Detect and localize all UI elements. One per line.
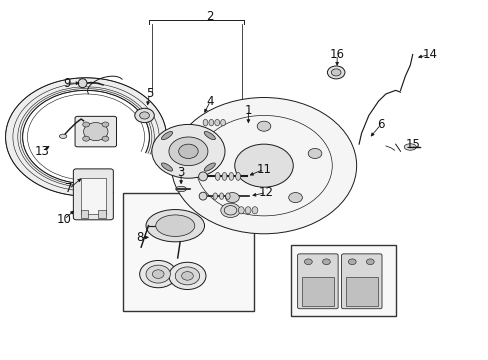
Ellipse shape bbox=[235, 172, 240, 180]
Text: 3: 3 bbox=[177, 166, 184, 179]
Circle shape bbox=[140, 112, 149, 119]
Circle shape bbox=[181, 271, 193, 280]
Text: 12: 12 bbox=[259, 186, 273, 199]
Ellipse shape bbox=[161, 131, 172, 140]
Text: 11: 11 bbox=[256, 163, 271, 176]
Ellipse shape bbox=[199, 192, 206, 200]
Circle shape bbox=[347, 259, 355, 265]
Ellipse shape bbox=[156, 215, 194, 237]
FancyBboxPatch shape bbox=[73, 169, 113, 220]
Circle shape bbox=[288, 193, 302, 203]
Text: 6: 6 bbox=[377, 118, 384, 131]
Text: 8: 8 bbox=[136, 231, 143, 244]
Circle shape bbox=[83, 123, 108, 140]
Circle shape bbox=[175, 267, 199, 285]
FancyBboxPatch shape bbox=[341, 254, 381, 309]
Ellipse shape bbox=[219, 193, 224, 199]
Ellipse shape bbox=[78, 79, 87, 87]
Bar bbox=[302, 277, 333, 306]
Text: 2: 2 bbox=[206, 10, 214, 23]
Text: 4: 4 bbox=[206, 95, 214, 108]
Text: 16: 16 bbox=[329, 48, 344, 61]
Text: 7: 7 bbox=[65, 183, 73, 195]
Bar bbox=[122, 193, 254, 311]
Circle shape bbox=[327, 66, 344, 79]
Circle shape bbox=[146, 265, 170, 283]
Circle shape bbox=[152, 270, 163, 278]
Ellipse shape bbox=[204, 131, 215, 140]
Bar bbox=[81, 211, 88, 218]
Bar bbox=[290, 244, 395, 316]
Ellipse shape bbox=[204, 163, 215, 171]
Circle shape bbox=[168, 262, 205, 289]
Ellipse shape bbox=[198, 172, 207, 181]
Bar bbox=[81, 178, 105, 214]
Text: 14: 14 bbox=[422, 48, 436, 61]
Circle shape bbox=[82, 122, 89, 127]
Text: 5: 5 bbox=[145, 87, 153, 100]
Circle shape bbox=[168, 137, 207, 166]
Text: 10: 10 bbox=[57, 213, 71, 226]
Ellipse shape bbox=[175, 186, 186, 192]
Bar bbox=[98, 211, 105, 218]
Ellipse shape bbox=[220, 120, 225, 126]
Ellipse shape bbox=[146, 210, 204, 242]
Circle shape bbox=[102, 136, 109, 141]
FancyBboxPatch shape bbox=[297, 254, 337, 309]
Circle shape bbox=[257, 121, 270, 131]
Circle shape bbox=[82, 136, 89, 141]
Ellipse shape bbox=[214, 120, 219, 126]
Bar bbox=[345, 277, 377, 306]
Ellipse shape bbox=[222, 172, 226, 180]
Circle shape bbox=[140, 261, 176, 288]
Ellipse shape bbox=[213, 193, 217, 199]
Ellipse shape bbox=[203, 120, 207, 126]
Text: 13: 13 bbox=[35, 145, 49, 158]
Text: 9: 9 bbox=[62, 77, 70, 90]
Ellipse shape bbox=[238, 207, 244, 214]
FancyBboxPatch shape bbox=[75, 116, 116, 147]
Circle shape bbox=[206, 148, 220, 158]
Ellipse shape bbox=[161, 163, 172, 171]
Ellipse shape bbox=[60, 134, 67, 138]
Ellipse shape bbox=[404, 144, 415, 150]
Circle shape bbox=[152, 125, 224, 178]
Circle shape bbox=[178, 144, 198, 158]
Ellipse shape bbox=[208, 120, 213, 126]
Circle shape bbox=[102, 122, 109, 127]
Circle shape bbox=[224, 206, 236, 215]
Text: 15: 15 bbox=[405, 138, 419, 150]
Circle shape bbox=[225, 193, 239, 203]
Ellipse shape bbox=[225, 193, 230, 199]
Circle shape bbox=[304, 259, 312, 265]
Text: 1: 1 bbox=[244, 104, 252, 117]
Circle shape bbox=[366, 259, 373, 265]
Ellipse shape bbox=[215, 172, 220, 180]
Ellipse shape bbox=[228, 172, 233, 180]
Circle shape bbox=[221, 203, 240, 217]
Circle shape bbox=[322, 259, 330, 265]
Circle shape bbox=[171, 98, 356, 234]
Ellipse shape bbox=[244, 207, 250, 214]
Ellipse shape bbox=[251, 207, 257, 214]
Circle shape bbox=[331, 69, 340, 76]
Circle shape bbox=[135, 108, 154, 123]
Polygon shape bbox=[5, 78, 166, 196]
Circle shape bbox=[234, 144, 293, 187]
Circle shape bbox=[307, 148, 321, 158]
